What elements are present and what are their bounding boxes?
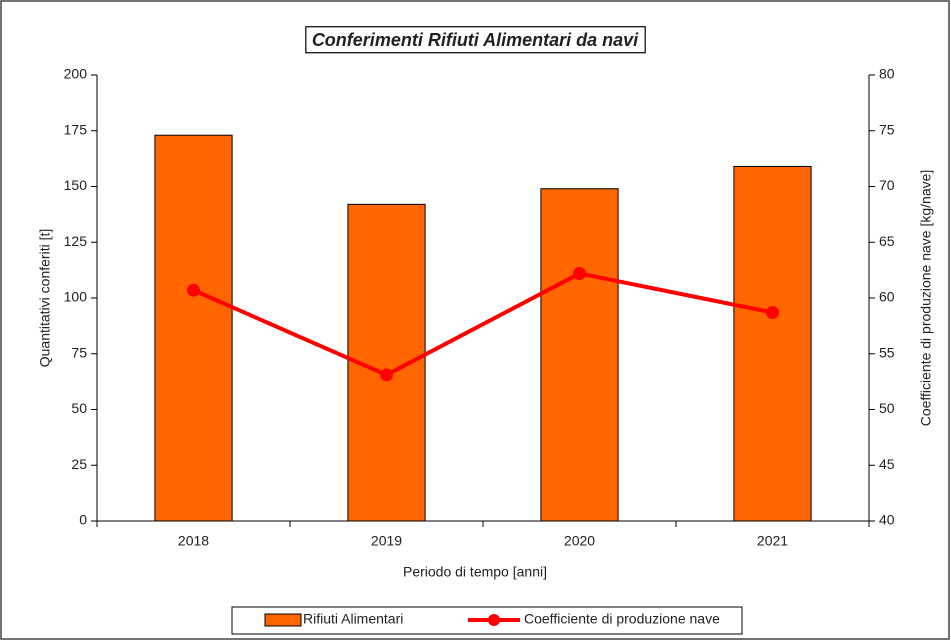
bar bbox=[540, 188, 619, 522]
y2-tick-label: 45 bbox=[879, 456, 895, 472]
y-axis-label: Quantitativi conferiti [t] bbox=[37, 229, 53, 368]
bar bbox=[154, 134, 233, 522]
y-tick-label: 0 bbox=[79, 512, 87, 528]
y-tick-label: 150 bbox=[64, 177, 88, 193]
legend-label: Rifiuti Alimentari bbox=[303, 611, 403, 627]
x-tick-label: 2021 bbox=[757, 533, 788, 549]
y-tick-label: 175 bbox=[64, 121, 88, 137]
point bbox=[573, 266, 586, 280]
y2-tick-label: 60 bbox=[879, 289, 895, 305]
x-tick-label: 2018 bbox=[178, 533, 209, 549]
legend-label: Coefficiente di produzione nave bbox=[524, 611, 720, 627]
y2-tick-label: 80 bbox=[879, 66, 895, 82]
y2-axis-label: Coefficiente di produzione nave [kg/nave… bbox=[918, 170, 934, 427]
y-tick-label: 75 bbox=[71, 344, 87, 360]
x-tick-label: 2020 bbox=[564, 533, 595, 549]
y-tick-label: 200 bbox=[64, 66, 88, 82]
chart-title: Conferimenti Rifiuti Alimentari da navi bbox=[312, 30, 639, 50]
y2-tick-label: 50 bbox=[879, 400, 895, 416]
point bbox=[766, 305, 779, 319]
legend-swatch bbox=[264, 613, 302, 627]
y2-tick-label: 40 bbox=[879, 512, 895, 528]
y-tick-label: 125 bbox=[64, 233, 88, 249]
point bbox=[187, 283, 200, 297]
y2-tick-label: 65 bbox=[879, 233, 895, 249]
bar bbox=[733, 165, 812, 522]
point bbox=[380, 368, 393, 382]
y-tick-label: 25 bbox=[71, 456, 87, 472]
y2-tick-label: 70 bbox=[879, 177, 895, 193]
x-axis-label: Periodo di tempo [anni] bbox=[403, 564, 547, 580]
title-box bbox=[305, 26, 646, 54]
y-tick-label: 100 bbox=[64, 289, 88, 305]
y-tick-label: 50 bbox=[71, 400, 87, 416]
y2-tick-label: 55 bbox=[879, 344, 895, 360]
x-tick-label: 2019 bbox=[371, 533, 402, 549]
line bbox=[192, 271, 773, 377]
y2-tick-label: 75 bbox=[879, 121, 895, 137]
legend-marker bbox=[488, 614, 500, 626]
